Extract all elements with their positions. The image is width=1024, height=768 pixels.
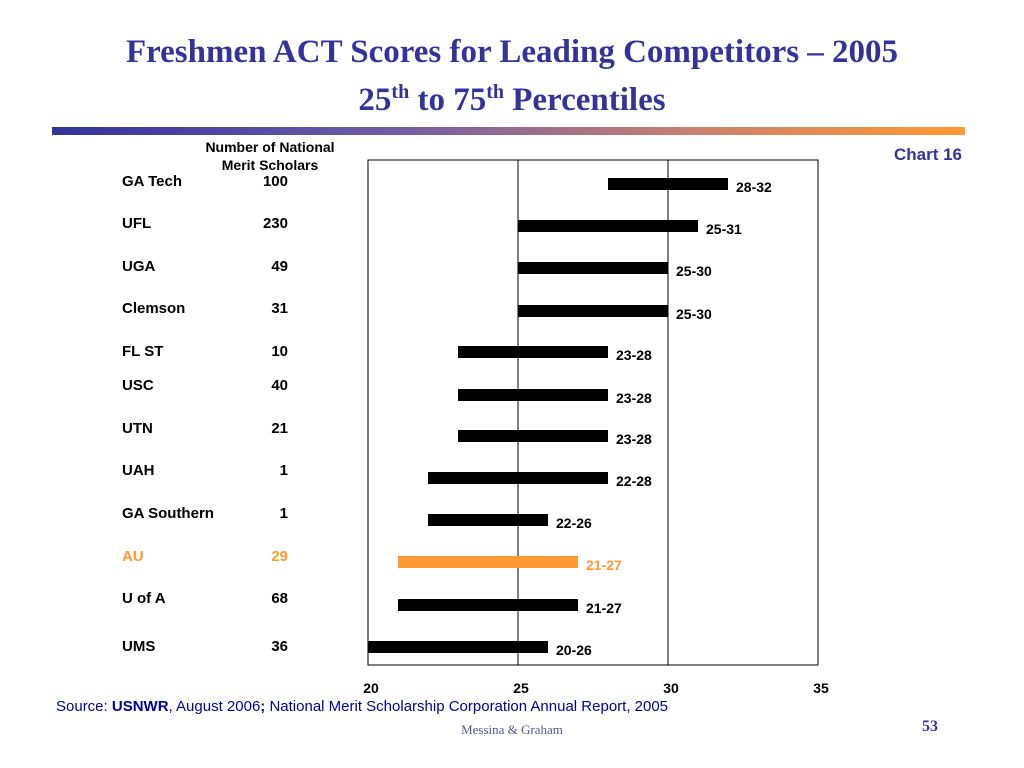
- merit-scholar-count: 31: [271, 300, 288, 317]
- school-name: GA Southern: [122, 505, 214, 522]
- merit-scholars-column-header: Number of National Merit Scholars: [205, 139, 335, 173]
- range-bar: [458, 346, 608, 358]
- source-date: , August 2006: [168, 698, 261, 715]
- range-label: 20-26: [556, 642, 592, 658]
- school-name: UFL: [122, 215, 152, 232]
- merit-scholar-count: 1: [279, 505, 288, 522]
- source-semicolon: ;: [260, 698, 266, 715]
- subtitle-part-a: 25: [358, 82, 392, 118]
- range-bar: [428, 472, 608, 484]
- range-label: 28-32: [736, 179, 772, 195]
- range-label: 23-28: [616, 431, 652, 447]
- source-usnwr: USNWR: [111, 698, 169, 715]
- range-bar: [368, 641, 548, 653]
- school-name: UAH: [122, 462, 155, 479]
- range-bar: [398, 556, 578, 568]
- range-bar: [428, 514, 548, 526]
- subtitle-sup-2: th: [486, 81, 504, 103]
- merit-scholar-count: 230: [262, 215, 288, 232]
- source-nmsc: National Merit Scholarship Corporation A…: [265, 698, 669, 715]
- range-label: 21-27: [586, 557, 622, 573]
- range-label: 21-27: [586, 600, 622, 616]
- range-bar: [608, 178, 728, 190]
- slide-subtitle: 25th to 75th Percentiles: [0, 80, 1024, 120]
- x-tick-label: 20: [363, 680, 379, 696]
- school-name: Clemson: [122, 300, 186, 317]
- range-label: 25-31: [706, 221, 742, 237]
- range-label: 23-28: [616, 347, 652, 363]
- title-divider: [52, 127, 965, 135]
- subtitle-part-b: to 75: [409, 82, 487, 118]
- footer-author: Messina & Graham: [461, 722, 563, 737]
- chart-number-label: Chart 16: [893, 145, 962, 164]
- merit-scholar-count: 10: [271, 343, 288, 360]
- merit-scholar-count: 1: [279, 462, 288, 479]
- range-bar: [518, 305, 668, 317]
- slide-title: Freshmen ACT Scores for Leading Competit…: [125, 34, 899, 70]
- school-name: USC: [122, 377, 154, 394]
- range-bar: [458, 389, 608, 401]
- merit-scholar-count: 21: [271, 420, 288, 437]
- subtitle-part-c: Percentiles: [504, 82, 666, 118]
- range-label: 22-26: [556, 515, 592, 531]
- page-number: 53: [922, 718, 938, 735]
- school-name: UMS: [122, 638, 156, 655]
- school-name: GA Tech: [122, 173, 183, 190]
- merit-scholar-count: 29: [271, 548, 288, 565]
- merit-scholar-count: 36: [271, 638, 288, 655]
- range-bar: [458, 430, 608, 442]
- x-tick-label: 35: [813, 680, 829, 696]
- plot-frame: [367, 159, 819, 666]
- range-label: 25-30: [676, 263, 712, 279]
- school-name: FL ST: [122, 343, 164, 360]
- school-name: AU: [122, 548, 144, 565]
- source-note: Source: USNWR, August 2006; National Mer…: [56, 698, 668, 715]
- range-bar: [518, 262, 668, 274]
- range-bar: [518, 220, 698, 232]
- merit-scholar-count: 40: [271, 377, 288, 394]
- range-label: 25-30: [676, 306, 712, 322]
- school-name: U of A: [122, 590, 166, 607]
- x-tick-label: 25: [513, 680, 529, 696]
- x-tick-label: 30: [663, 680, 679, 696]
- school-name: UGA: [122, 258, 156, 275]
- range-label: 23-28: [616, 390, 652, 406]
- range-label: 22-28: [616, 473, 652, 489]
- source-prefix: Source:: [56, 698, 112, 715]
- subtitle-sup-1: th: [391, 81, 410, 103]
- merit-scholar-count: 68: [271, 590, 288, 607]
- range-bar: [398, 599, 578, 611]
- merit-scholar-count: 49: [271, 258, 288, 275]
- school-name: UTN: [122, 420, 153, 437]
- merit-scholar-count: 100: [262, 173, 288, 190]
